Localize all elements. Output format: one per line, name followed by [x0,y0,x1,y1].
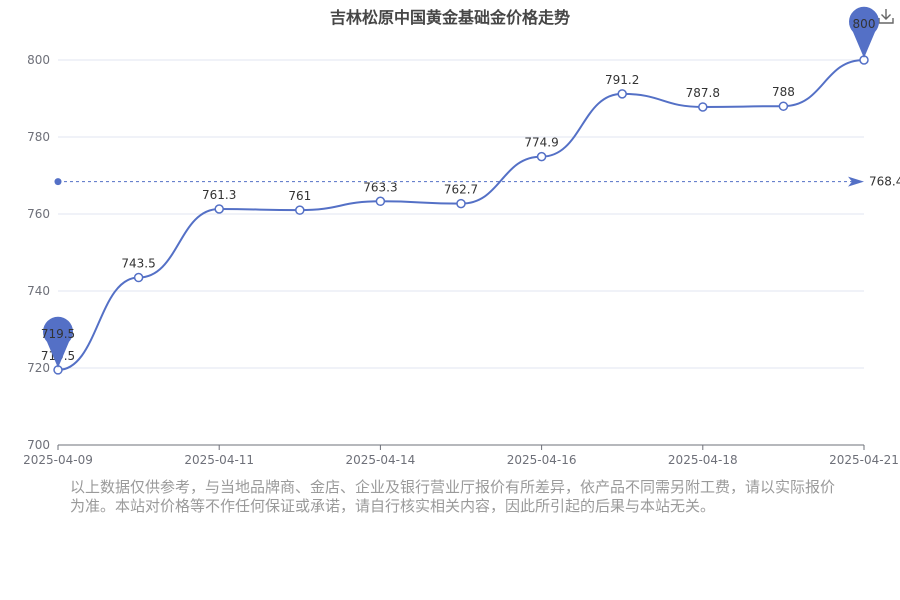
pin-label: 719.5 [41,327,75,341]
axes: 700 720 740 760 780 800 2025-04-09 2025-04-11 20… [23,53,899,467]
data-label: 788 [772,85,795,99]
min-pin-marker: 719.5 [41,316,75,368]
x-tick-label: 2025-04-21 [829,453,899,467]
pin-shape [849,6,879,59]
data-label: 774.9 [524,136,558,150]
max-pin-marker: 800 [849,6,879,59]
data-point [133,272,144,283]
data-point [375,196,386,207]
data-label: 787.8 [686,86,720,100]
x-tick-label: 2025-04-16 [507,453,577,467]
download-icon[interactable] [876,6,896,26]
data-point [214,204,224,214]
data-point [617,89,627,99]
average-arrow [848,176,864,187]
min-max-markers: 719.5 800 [41,6,879,368]
data-label: 763.3 [363,180,397,194]
line-chart: 700 720 740 760 780 800 2025-04-09 2025-04-11 20… [23,6,900,467]
series-line [57,59,865,371]
data-label: 761 [288,189,311,203]
data-point [536,151,547,162]
x-tick-label: 2025-04-18 [668,453,738,467]
data-label: 791.2 [605,73,639,87]
x-tick-label: 2025-04-11 [184,453,254,467]
y-tick-label: 720 [27,361,50,375]
chart-title: 吉林松原中国黄金基础金价格走势 [329,8,570,27]
average-label: 768.4 [869,175,900,189]
x-tick-label: 2025-04-14 [346,453,416,467]
data-label: 761.3 [202,188,236,202]
disclaimer-text: 以上数据仅供参考，与当地品牌商、金店、企业及银行营业厅报价有所差异，依产品不同需… [70,478,836,515]
data-labels: 719.5 743.5 761.3 761 763.3 762.7 774.9 791.2 78… [41,73,795,363]
data-point [778,101,789,111]
data-label: 743.5 [121,257,155,271]
pin-shape [43,316,73,368]
average-line: 768.4 [54,175,900,189]
data-point [698,102,708,112]
y-tick-label: 700 [27,438,50,452]
data-label: 762.7 [444,183,478,197]
grid-lines [58,59,864,369]
data-point [295,205,305,215]
y-tick-label: 780 [27,130,50,144]
x-tick-label: 2025-04-09 [23,453,93,467]
y-tick-label: 740 [27,284,50,298]
price-series [53,55,869,375]
pin-label: 800 [853,17,876,31]
average-start-dot [54,178,62,186]
y-tick-label: 760 [27,207,50,221]
data-point [456,198,466,209]
y-tick-label: 800 [27,53,50,67]
